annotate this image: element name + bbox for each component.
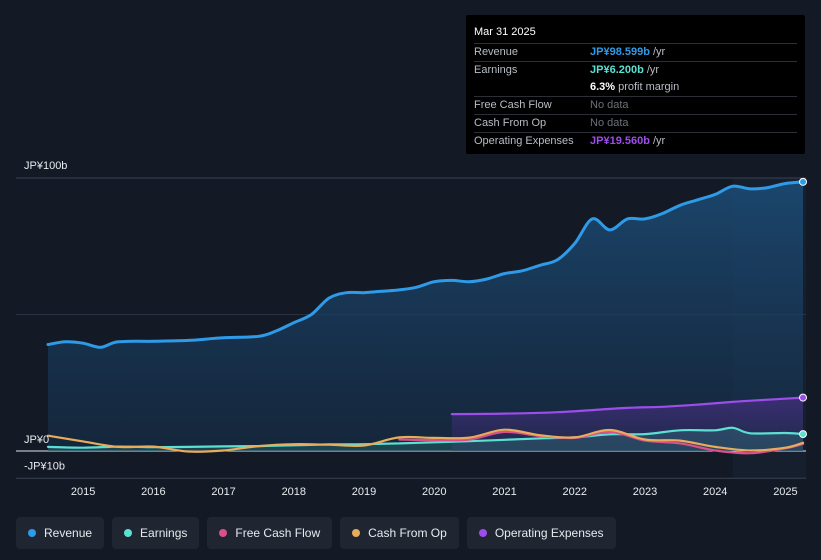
legend-free-cash-flow[interactable]: Free Cash Flow bbox=[207, 517, 333, 549]
x-tick-label: 2015 bbox=[71, 486, 95, 498]
tooltip-label: Earnings bbox=[474, 64, 518, 76]
tooltip-row-revenue: Revenue JP¥98.599b /yr bbox=[474, 43, 797, 61]
free-cash-flow-line bbox=[398, 430, 805, 455]
data-tooltip: Mar 31 2025 Revenue JP¥98.599b /yr Earni… bbox=[466, 15, 805, 154]
legend-cash-from-op[interactable]: Cash From Op bbox=[340, 517, 459, 549]
cash-from-op-line bbox=[46, 428, 805, 453]
operating-expenses-line bbox=[450, 396, 805, 416]
cash-from-op-dot-icon bbox=[352, 529, 361, 537]
y-label-bottom: -JP¥10b bbox=[24, 460, 65, 472]
tooltip-row-margin: 6.3% profit margin bbox=[474, 79, 797, 96]
tooltip-margin-text: profit margin bbox=[618, 81, 680, 93]
operating-expenses-dot-icon bbox=[478, 529, 487, 537]
x-tick-label: 2022 bbox=[563, 486, 587, 498]
x-tick-label: 2024 bbox=[703, 486, 727, 498]
x-tick-label: 2021 bbox=[492, 486, 516, 498]
x-tick-label: 2025 bbox=[773, 486, 797, 498]
free-cash-flow-dot-icon bbox=[219, 529, 228, 537]
revenue-line bbox=[46, 180, 805, 349]
y-label-zero: JP¥0 bbox=[24, 434, 49, 446]
x-tick-label: 2016 bbox=[141, 486, 165, 498]
x-tick-label: 2017 bbox=[211, 486, 235, 498]
legend-label: Operating Expenses bbox=[494, 526, 604, 540]
revenue-dot-icon bbox=[28, 529, 36, 537]
legend-revenue[interactable]: Revenue bbox=[16, 517, 105, 549]
earnings-line bbox=[46, 426, 805, 449]
tooltip-opex-value: JP¥19.560b bbox=[590, 135, 650, 147]
tooltip-fcf-value: No data bbox=[590, 99, 629, 111]
tooltip-row-opex: Operating Expenses JP¥19.560b /yr bbox=[474, 132, 797, 150]
tooltip-row-earnings: Earnings JP¥6.200b /yr bbox=[474, 61, 797, 79]
x-tick-label: 2020 bbox=[422, 486, 446, 498]
legend-operating-expenses[interactable]: Operating Expenses bbox=[466, 517, 616, 549]
tooltip-revenue-value: JP¥98.599b bbox=[590, 46, 650, 58]
tooltip-label: Cash From Op bbox=[474, 117, 547, 129]
revenue-area bbox=[48, 181, 803, 452]
tooltip-earnings-value: JP¥6.200b bbox=[590, 64, 644, 76]
legend-earnings[interactable]: Earnings bbox=[112, 517, 200, 549]
tooltip-unit: /yr bbox=[652, 135, 666, 147]
tooltip-unit: /yr bbox=[652, 46, 666, 58]
earnings-area bbox=[48, 427, 803, 451]
x-tick-label: 2018 bbox=[282, 486, 306, 498]
earnings-dot-icon bbox=[124, 529, 133, 537]
tooltip-date: Mar 31 2025 bbox=[474, 26, 536, 38]
tooltip-label: Revenue bbox=[474, 46, 519, 58]
tooltip-row-cfo: Cash From Op No data bbox=[474, 114, 797, 132]
legend-label: Cash From Op bbox=[368, 526, 447, 540]
revenue-end-marker bbox=[799, 177, 807, 186]
operating-expenses-end-marker bbox=[799, 393, 807, 402]
x-tick-label: 2023 bbox=[633, 486, 657, 498]
legend: Revenue Earnings Free Cash Flow Cash Fro… bbox=[16, 517, 616, 549]
tooltip-label: Operating Expenses bbox=[474, 135, 574, 147]
tooltip-cfo-value: No data bbox=[590, 117, 629, 129]
tooltip-label: Free Cash Flow bbox=[474, 99, 552, 111]
legend-label: Earnings bbox=[140, 526, 188, 540]
legend-label: Free Cash Flow bbox=[235, 526, 321, 540]
y-label-top: JP¥100b bbox=[24, 160, 67, 172]
tooltip-unit: /yr bbox=[646, 64, 660, 76]
tooltip-margin-value: 6.3% bbox=[590, 81, 616, 93]
legend-label: Revenue bbox=[44, 526, 93, 540]
tooltip-row-fcf: Free Cash Flow No data bbox=[474, 96, 797, 114]
earnings-end-marker bbox=[799, 430, 807, 439]
x-tick-label: 2019 bbox=[352, 486, 376, 498]
